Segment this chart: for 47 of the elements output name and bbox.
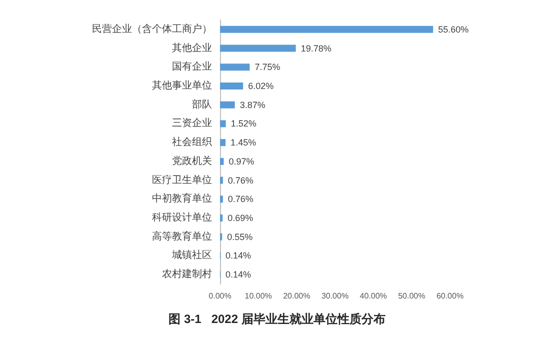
x-tick-label: 40.00% xyxy=(360,292,387,300)
y-tick-label: 国有企业 xyxy=(172,60,212,73)
x-tick-label: 60.00% xyxy=(436,292,464,300)
bar xyxy=(220,26,434,33)
data-label: 0.55% xyxy=(227,232,253,242)
x-tick-label: 50.00% xyxy=(398,292,426,300)
y-tick-label: 城镇社区 xyxy=(171,249,212,262)
bar xyxy=(220,176,223,184)
y-tick-label: 其他事业单位 xyxy=(152,80,212,92)
y-tick-label: 农村建制村 xyxy=(162,268,212,280)
x-tick-label: 30.00% xyxy=(321,292,349,300)
bar xyxy=(220,64,250,71)
bar xyxy=(220,101,235,108)
bar xyxy=(220,158,224,165)
y-tick-label: 高等教育单位 xyxy=(152,230,212,242)
data-label: 19.78% xyxy=(300,43,332,54)
y-tick-label: 三资企业 xyxy=(172,117,212,130)
data-label: 55.60% xyxy=(438,24,469,34)
data-label: 0.69% xyxy=(228,213,254,223)
data-label: 0.76% xyxy=(228,194,254,204)
bar xyxy=(220,214,223,222)
y-tick-label: 科研设计单位 xyxy=(152,212,212,224)
x-tick-label: 10.00% xyxy=(244,292,272,300)
data-label: 0.97% xyxy=(228,156,254,166)
y-tick-label: 部队 xyxy=(192,98,212,110)
data-label: 3.87% xyxy=(240,100,266,110)
text: 图 3-1 2022 届毕业生就业单位性质分布 xyxy=(168,312,386,326)
bar xyxy=(220,139,226,146)
data-label: 7.75% xyxy=(254,62,280,72)
y-tick-label: 社会组织 xyxy=(172,136,212,148)
y-tick-label: 中初教育单位 xyxy=(152,192,212,205)
data-label: 0.76% xyxy=(228,175,254,186)
y-tick-label: 其他企业 xyxy=(172,42,212,54)
x-tick-label: 20.00% xyxy=(283,292,310,300)
data-label: 1.45% xyxy=(230,138,256,148)
data-label: 0.14% xyxy=(226,250,252,261)
bar xyxy=(220,120,226,128)
x-tick-label: 0.00% xyxy=(208,292,232,300)
y-tick-label: 医疗卫生单位 xyxy=(152,174,212,186)
y-tick-label: 民营企业（含个体工商户） xyxy=(92,22,212,35)
data-label: 6.02% xyxy=(248,81,274,91)
y-tick-label: 党政机关 xyxy=(172,154,212,167)
bar xyxy=(220,196,223,203)
bar xyxy=(220,44,296,52)
data-label: 1.52% xyxy=(230,118,256,129)
data-label: 0.14% xyxy=(226,270,252,280)
bar xyxy=(220,82,244,90)
